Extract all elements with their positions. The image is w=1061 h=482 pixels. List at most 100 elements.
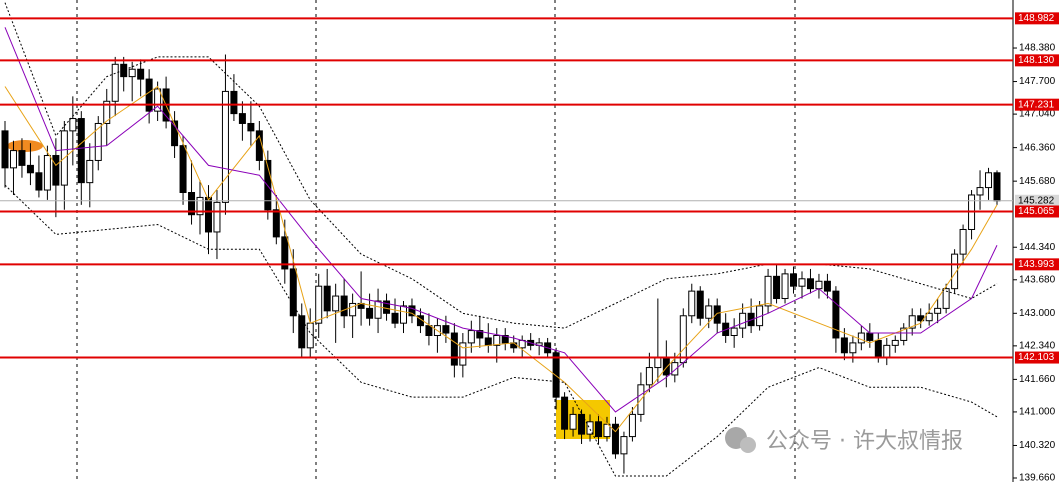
candle-body [773, 275, 781, 300]
y-tick-label: 143.680 [1019, 274, 1056, 285]
highlight-ellipse [7, 140, 43, 152]
candle-body [705, 305, 713, 319]
candle-body [654, 357, 662, 369]
candle-body [798, 278, 806, 287]
candle-body [857, 332, 865, 344]
level-label: 142.103 [1018, 352, 1055, 363]
candle-body [196, 196, 204, 216]
candle-body [128, 68, 136, 78]
y-tick-label: 139.660 [1019, 473, 1056, 482]
candle-body [238, 113, 246, 124]
candle-body [696, 290, 704, 319]
candle-body [501, 335, 509, 344]
candle-body [323, 285, 331, 312]
candle-body [662, 357, 670, 376]
candle-body [171, 120, 179, 147]
candle-body [69, 118, 77, 132]
candle-body [408, 305, 416, 317]
candle-body [120, 63, 128, 78]
candle-body [823, 280, 831, 292]
y-tick-label: 141.000 [1019, 407, 1056, 418]
candle-body [77, 118, 85, 184]
candle-body [586, 421, 594, 435]
candle-body [764, 275, 772, 307]
candle-body [137, 68, 145, 80]
level-box [1015, 258, 1059, 271]
candle-body [611, 423, 619, 455]
candle-body [908, 315, 916, 329]
candle-body [230, 90, 238, 115]
candle-body [484, 337, 492, 346]
candle-body [35, 172, 43, 191]
y-tick-label: 145.680 [1019, 176, 1056, 187]
candle-body [332, 295, 340, 312]
candle-body [645, 367, 653, 386]
candle-body [934, 307, 942, 314]
candle-body [9, 150, 17, 169]
current-price-box [1015, 194, 1059, 207]
candle-body [467, 330, 475, 344]
candle-body [298, 315, 306, 349]
candle-body [739, 312, 747, 329]
candle-body [103, 100, 111, 124]
candle-body [866, 332, 874, 341]
candle-body [281, 236, 289, 270]
candle-body [315, 285, 323, 324]
indicator-line [4, 27, 998, 413]
plot [1, 2, 1001, 477]
candle-body [900, 327, 908, 341]
candle-body [399, 305, 407, 324]
y-tick-label: 144.340 [1019, 242, 1056, 253]
candle-body [459, 342, 467, 366]
candle-body [221, 90, 229, 203]
candle-body [442, 325, 450, 334]
candle-body [213, 201, 221, 233]
candle-body [874, 339, 882, 359]
y-tick-label: 140.320 [1019, 440, 1056, 451]
candle-body [179, 145, 187, 194]
watermark: 公众号 · 许大叔情报 [725, 427, 963, 454]
candle-body [790, 273, 798, 287]
candle-body [366, 307, 374, 319]
level-label: 145.065 [1018, 206, 1055, 217]
candle-body [247, 122, 255, 132]
candle-body [925, 312, 933, 322]
candle-body [26, 164, 34, 174]
candle-body [94, 122, 102, 161]
candle-body [349, 302, 357, 317]
level-box [1015, 351, 1059, 364]
candle-body [561, 396, 569, 430]
candle-body [510, 342, 518, 349]
y-tick-label: 147.040 [1019, 109, 1056, 120]
candle-body [383, 300, 391, 314]
candle-body [52, 155, 60, 186]
candle-body [86, 159, 94, 184]
candle-body [43, 155, 51, 191]
candle-body [730, 327, 738, 337]
candle-body [476, 330, 484, 339]
level-box [1015, 205, 1059, 218]
candle-body [781, 273, 789, 300]
candle-body [976, 187, 984, 196]
candle-body [679, 315, 687, 364]
candle-body [425, 325, 433, 337]
candle-body [272, 209, 280, 238]
y-tick-label: 147.700 [1019, 76, 1056, 87]
candle-body [959, 228, 967, 255]
candle-body [289, 268, 297, 317]
current-price-label: 145.282 [1018, 195, 1055, 206]
candle-body [628, 413, 636, 438]
candle-body [951, 253, 959, 290]
candle-body [1, 130, 9, 169]
candle-body [340, 295, 348, 317]
level-label: 148.982 [1018, 13, 1055, 24]
candle-body [671, 362, 679, 376]
candle-body [595, 421, 603, 438]
candle-body [985, 172, 993, 189]
candle-body [111, 63, 119, 102]
candle-body [840, 337, 848, 354]
candle-body [832, 290, 840, 339]
candle-body [450, 332, 458, 366]
candle-body [154, 88, 162, 112]
candle-body [883, 344, 891, 359]
